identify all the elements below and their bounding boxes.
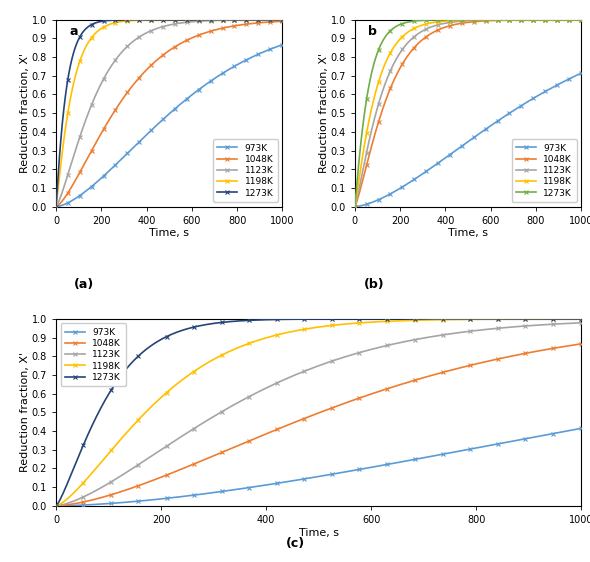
X-axis label: Time, s: Time, s bbox=[448, 228, 488, 238]
X-axis label: Time, s: Time, s bbox=[299, 528, 339, 538]
Text: (a): (a) bbox=[74, 278, 94, 291]
Text: (b): (b) bbox=[365, 278, 385, 291]
Legend: 973K, 1048K, 1123K, 1198K, 1273K: 973K, 1048K, 1123K, 1198K, 1273K bbox=[213, 139, 278, 202]
X-axis label: Time, s: Time, s bbox=[149, 228, 189, 238]
Legend: 973K, 1048K, 1123K, 1198K, 1273K: 973K, 1048K, 1123K, 1198K, 1273K bbox=[61, 323, 126, 387]
Y-axis label: Reduction fraction, X': Reduction fraction, X' bbox=[20, 53, 30, 173]
Y-axis label: Reduction fraction, X': Reduction fraction, X' bbox=[20, 352, 30, 473]
Text: (c): (c) bbox=[286, 537, 304, 550]
Text: c: c bbox=[87, 324, 95, 337]
Text: b: b bbox=[368, 25, 377, 38]
Legend: 973K, 1048K, 1123K, 1198K, 1273K: 973K, 1048K, 1123K, 1198K, 1273K bbox=[512, 139, 576, 202]
Text: a: a bbox=[70, 25, 78, 38]
Y-axis label: Reduction fraction, X': Reduction fraction, X' bbox=[319, 53, 329, 173]
